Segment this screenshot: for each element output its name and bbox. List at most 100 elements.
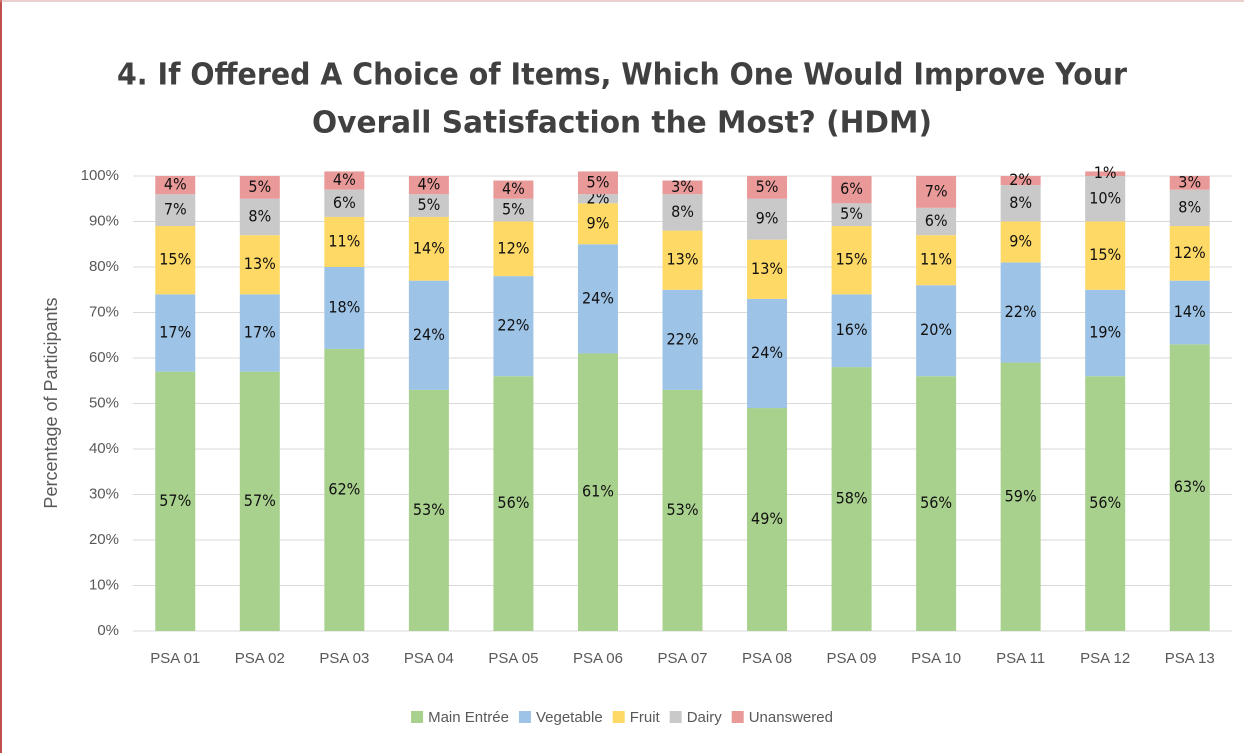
data-label: 5% bbox=[248, 177, 271, 196]
bar-segment bbox=[155, 294, 196, 372]
bar-segment bbox=[1000, 176, 1041, 186]
bar-segment bbox=[831, 294, 872, 368]
bar-segment bbox=[493, 198, 534, 222]
data-label: 12% bbox=[497, 238, 529, 257]
legend-swatch bbox=[669, 711, 682, 723]
data-label: 9% bbox=[587, 213, 610, 232]
x-tick-label: PSA 05 bbox=[488, 650, 538, 667]
bar-segment bbox=[1169, 344, 1210, 631]
y-tick-label: 0% bbox=[97, 622, 119, 639]
bar-segment bbox=[747, 239, 788, 299]
data-label: 59% bbox=[1005, 486, 1037, 505]
data-label: 11% bbox=[920, 250, 952, 269]
bar-segment bbox=[916, 235, 957, 286]
bar-segment bbox=[408, 280, 449, 390]
data-label: 5% bbox=[417, 195, 440, 214]
data-label: 14% bbox=[413, 238, 445, 257]
bar-segment bbox=[239, 235, 280, 295]
data-label: 15% bbox=[836, 250, 868, 269]
bar-segment bbox=[324, 348, 365, 631]
data-label: 20% bbox=[920, 320, 952, 339]
bar-segment bbox=[493, 221, 534, 277]
data-label: 63% bbox=[1174, 477, 1206, 496]
bar-segment bbox=[324, 267, 365, 349]
y-tick-label: 20% bbox=[89, 531, 119, 548]
bar-segment bbox=[916, 207, 957, 236]
data-label: 5% bbox=[587, 172, 610, 191]
bar-segment bbox=[577, 171, 618, 195]
data-label: 17% bbox=[244, 322, 276, 341]
bar-segment bbox=[493, 276, 534, 377]
data-label: 9% bbox=[756, 209, 779, 228]
y-tick-label: 60% bbox=[89, 349, 119, 366]
x-tick-label: PSA 12 bbox=[1080, 650, 1130, 667]
data-label: 4% bbox=[333, 170, 356, 189]
bar-segment bbox=[1085, 221, 1126, 290]
data-label: 24% bbox=[413, 325, 445, 344]
data-label: 53% bbox=[413, 500, 445, 519]
data-label: 49% bbox=[751, 509, 783, 528]
data-label: 13% bbox=[667, 250, 699, 269]
bar-segment bbox=[1085, 289, 1126, 377]
data-label: 58% bbox=[836, 489, 868, 508]
x-tick-label: PSA 11 bbox=[996, 650, 1045, 667]
bar-segment bbox=[577, 203, 618, 245]
bar-segment bbox=[1169, 226, 1210, 281]
data-label: 2% bbox=[1009, 170, 1032, 189]
data-label: 10% bbox=[1089, 188, 1121, 207]
data-label: 57% bbox=[244, 491, 276, 510]
bar-segment bbox=[155, 371, 196, 631]
data-label: 56% bbox=[920, 493, 952, 512]
bar-segment bbox=[831, 226, 872, 295]
legend-swatch bbox=[411, 711, 424, 723]
data-label: 56% bbox=[497, 493, 529, 512]
bar-segment bbox=[155, 194, 196, 227]
legend-label: Unanswered bbox=[749, 709, 833, 726]
y-tick-label: 100% bbox=[81, 167, 119, 184]
data-label: 24% bbox=[582, 288, 614, 307]
x-tick-label: PSA 07 bbox=[657, 650, 707, 667]
legend-swatch bbox=[731, 711, 744, 723]
legend-label: Main Entrée bbox=[428, 709, 509, 726]
x-tick-label: PSA 03 bbox=[319, 650, 369, 667]
bar-segment bbox=[239, 176, 280, 199]
bar-segment bbox=[1169, 280, 1210, 345]
data-label: 19% bbox=[1089, 322, 1121, 341]
bar-segment bbox=[916, 285, 957, 377]
bar-segment bbox=[662, 289, 703, 390]
bar-segment bbox=[324, 171, 365, 190]
bar-segment bbox=[577, 194, 618, 204]
data-label: 56% bbox=[1089, 493, 1121, 512]
data-label: 61% bbox=[582, 482, 614, 501]
data-label: 17% bbox=[159, 322, 191, 341]
legend-swatch bbox=[612, 711, 625, 723]
x-tick-label: PSA 13 bbox=[1165, 650, 1215, 667]
bar-segment bbox=[1000, 362, 1041, 631]
bar-segment bbox=[577, 244, 618, 354]
data-label: 22% bbox=[1005, 302, 1037, 321]
bar-segment bbox=[239, 198, 280, 236]
data-label: 5% bbox=[840, 204, 863, 223]
bar-segment bbox=[831, 176, 872, 204]
data-label: 4% bbox=[502, 179, 525, 198]
data-label: 4% bbox=[164, 175, 187, 194]
bar-segment bbox=[747, 298, 788, 409]
bar-segment bbox=[1000, 262, 1041, 363]
data-label: 5% bbox=[502, 200, 525, 219]
chart-title: Overall Satisfaction the Most? (HDM) bbox=[312, 106, 932, 141]
y-tick-label: 50% bbox=[89, 394, 119, 411]
data-label: 6% bbox=[925, 211, 948, 230]
bar-segment bbox=[239, 371, 280, 631]
bar-segment bbox=[1169, 189, 1210, 227]
bar-segment bbox=[662, 230, 703, 290]
bar-segment bbox=[155, 176, 196, 195]
bar-segment bbox=[662, 180, 703, 195]
legend-swatch bbox=[518, 711, 531, 723]
x-tick-label: PSA 01 bbox=[150, 650, 200, 667]
bar-segment bbox=[662, 389, 703, 631]
bar-segment bbox=[831, 367, 872, 631]
data-label: 24% bbox=[751, 343, 783, 362]
data-label: 22% bbox=[667, 329, 699, 348]
bar-segment bbox=[408, 389, 449, 631]
bar-segment bbox=[155, 226, 196, 295]
